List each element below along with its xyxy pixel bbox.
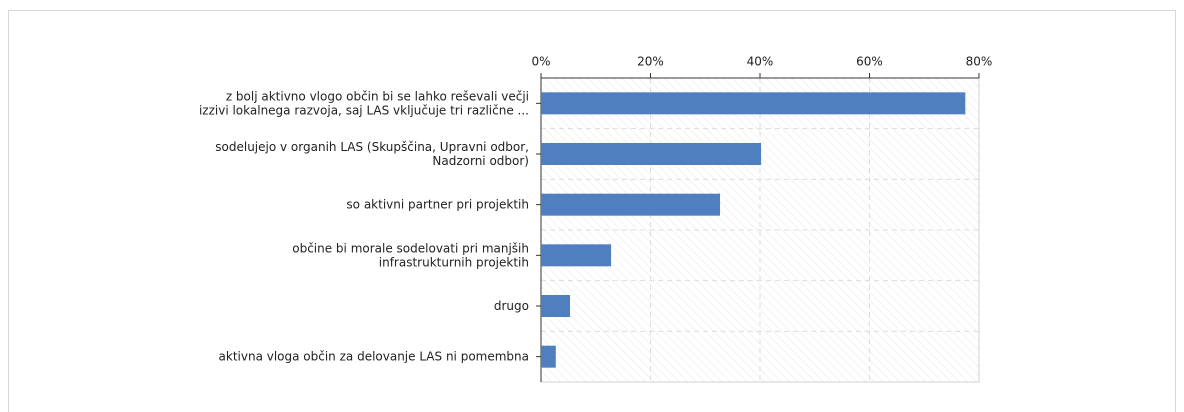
bar: [541, 295, 571, 317]
bar: [541, 92, 966, 115]
y-tick-label: so aktivni partner pri projektih: [346, 197, 529, 211]
x-tick-label: 60%: [856, 55, 883, 69]
y-tick-label: drugo: [494, 299, 529, 313]
x-tick-label: 0%: [531, 55, 550, 69]
bar: [541, 345, 556, 368]
bar: [541, 143, 762, 165]
y-tick-label: aktivna vloga občin za delovanje LAS ni …: [219, 349, 529, 363]
bar: [541, 244, 612, 267]
x-tick-label: 80%: [966, 55, 993, 69]
x-tick-label: 40%: [747, 55, 774, 69]
x-tick-label: 20%: [637, 55, 664, 69]
y-tick-label: z bolj aktivno vlogo občin bi se lahko r…: [199, 89, 529, 117]
bar: [541, 193, 721, 216]
y-tick-label: občine bi morale sodelovati pri manjših i…: [292, 241, 529, 269]
y-tick-label: sodelujejo v organih LAS (Skupščina, Upr…: [215, 140, 529, 168]
